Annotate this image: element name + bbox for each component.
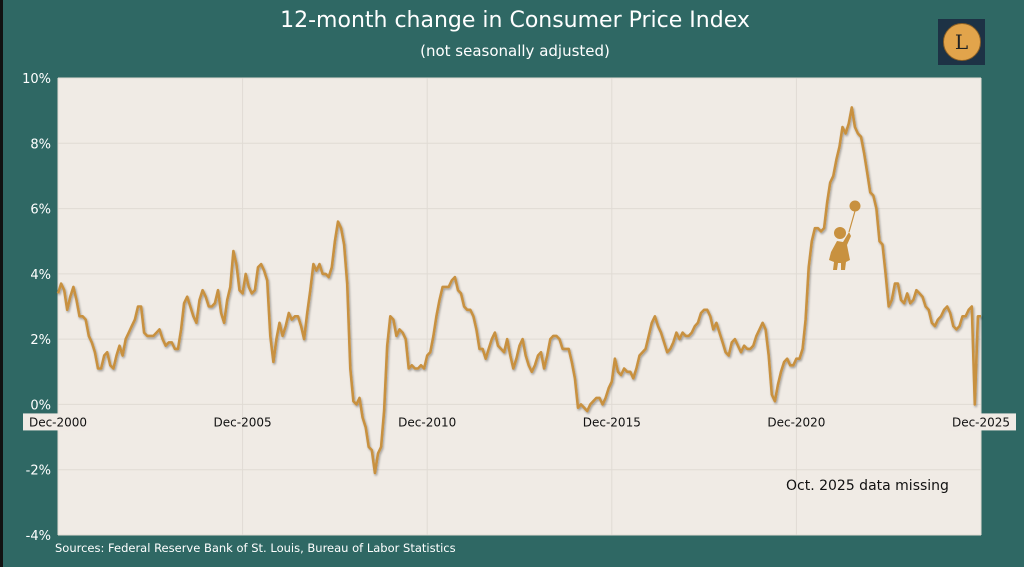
- plot-area: [58, 78, 981, 535]
- annotation-missing-data: Oct. 2025 data missing: [786, 478, 949, 494]
- x-tick-label: Dec-2010: [398, 415, 456, 429]
- y-tick-label: 8%: [30, 137, 51, 152]
- x-axis-labels: Dec-2000 Dec-2005 Dec-2010 Dec-2015 Dec-2020…: [23, 413, 1016, 431]
- logo-coin-icon: L: [942, 23, 981, 61]
- y-tick-label: 2%: [30, 333, 51, 348]
- x-label-bg: [946, 413, 1016, 431]
- chart-title: 12-month change in Consumer Price Index: [280, 8, 750, 33]
- y-tick-label: 0%: [30, 398, 51, 413]
- x-tick-label: Dec-2015: [583, 415, 641, 429]
- y-tick-label: -4%: [26, 529, 51, 544]
- x-tick-label: Dec-2020: [767, 415, 825, 429]
- x-tick-label: Dec-2000: [29, 415, 87, 429]
- x-tick-label: Dec-2025: [952, 415, 1010, 429]
- y-tick-label: 10%: [22, 72, 51, 87]
- x-tick-label: Dec-2005: [214, 415, 272, 429]
- y-tick-label: 6%: [30, 203, 51, 218]
- y-axis-labels: -4% -2% 0% 2% 4% 6% 8% 10%: [22, 72, 51, 544]
- y-tick-label: -2%: [26, 464, 51, 479]
- y-tick-label: 4%: [30, 268, 51, 283]
- girl-with-balloon-icon: [829, 200, 861, 270]
- chart-subtitle: (not seasonally adjusted): [420, 42, 610, 60]
- cpi-line-chart: -4%-2%0%2%4%6%8%10% Dec-2000 Dec-2005 Dec-…: [22, 72, 1016, 544]
- logo: L: [938, 19, 985, 65]
- gridlines: [57, 77, 982, 536]
- x-label-bg: [23, 413, 93, 431]
- series-line-cpi: [56, 106, 981, 475]
- sources-footer: Sources: Federal Reserve Bank of St. Lou…: [55, 541, 456, 555]
